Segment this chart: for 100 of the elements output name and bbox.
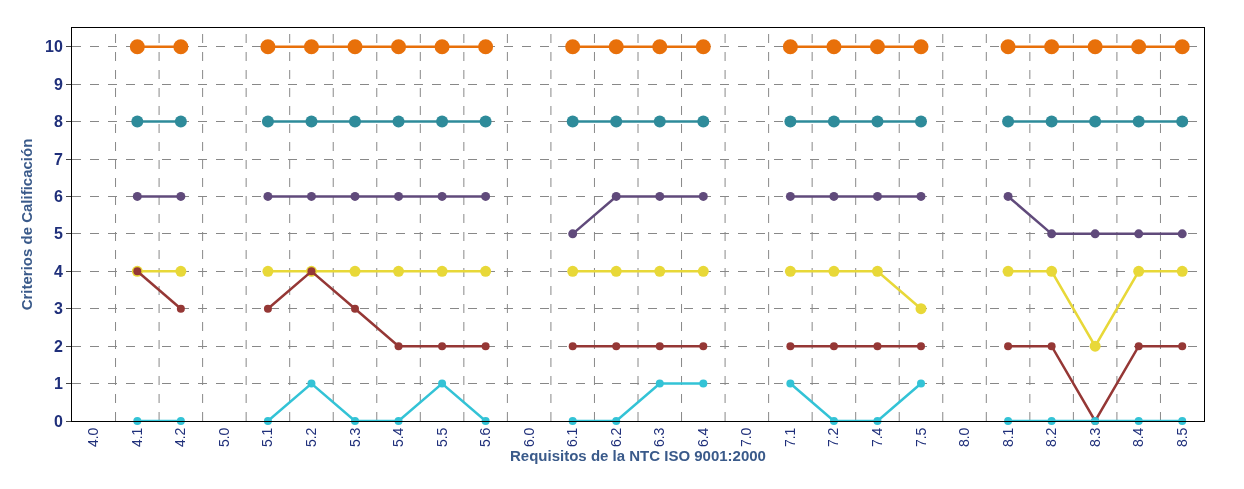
point [612,342,621,351]
point [260,39,276,55]
point [173,39,189,55]
x-tick-label: 6.3 [651,427,668,448]
point [175,265,187,277]
x-tick-label: 7.2 [825,427,842,448]
y-tick-label: 0 [53,412,63,430]
x-tick-label: 4.1 [128,427,145,448]
x-tick-label: 5.3 [346,427,363,448]
point [871,115,884,128]
y-tick-label: 10 [45,38,63,56]
x-tick-label: 5.5 [433,427,450,448]
x-axis-title: Requisitos de la NTC ISO 9001:2000 [510,447,766,465]
x-tick-label: 4.2 [172,427,189,448]
point [873,417,882,425]
point [393,265,405,277]
x-tick-label: 6.1 [564,427,581,448]
point [1090,229,1100,239]
point [1178,417,1187,425]
point [917,342,925,351]
point [176,191,186,201]
point [653,115,666,128]
point [827,115,840,128]
point [784,265,796,277]
point [306,191,316,201]
y-tick-label: 1 [53,375,63,393]
x-tick-label: 8.5 [1173,427,1190,448]
y-tick-label: 6 [53,188,63,206]
y-tick-label: 4 [53,262,63,280]
point [1000,39,1016,55]
y-tick-label: 5 [53,225,63,243]
point [699,342,708,351]
x-tick-label: 5.0 [215,427,232,448]
point [1004,342,1013,351]
point [132,191,142,201]
point [391,39,407,55]
x-tick-label: 5.1 [259,427,276,448]
point [1176,265,1188,277]
point [1047,342,1056,351]
point [392,115,405,128]
point [785,191,795,201]
point [479,115,492,128]
point [612,417,621,425]
point [829,191,839,201]
point [1134,342,1143,351]
point [567,265,579,277]
point [652,39,668,55]
point [566,115,579,128]
y-tick-label: 2 [53,337,63,355]
point [349,265,361,277]
point [608,39,624,55]
point [915,303,927,315]
point [478,39,494,55]
point [871,265,883,277]
point [610,265,622,277]
point [1047,229,1057,239]
point [1174,39,1190,55]
point [1087,39,1103,55]
point [782,39,798,55]
y-axis-title: Criterios de Calificación [18,138,35,311]
point [394,342,403,351]
x-tick-label: 5.2 [303,427,320,448]
point [261,115,274,128]
point [872,191,882,201]
point [1089,115,1102,128]
x-tick-label: 8.3 [1086,427,1103,448]
point [480,265,492,277]
point [176,304,185,313]
point [568,342,577,351]
point [1046,265,1058,277]
point [1002,265,1014,277]
point [437,191,447,201]
point [351,304,359,313]
point [916,191,926,201]
y-tick-label: 7 [53,150,63,168]
x-tick-label: 6.2 [607,427,624,448]
x-tick-label: 4.0 [85,427,102,448]
point [434,39,450,55]
point [481,417,490,425]
point [611,191,621,201]
point [131,115,144,128]
point [1089,340,1101,352]
point [698,191,708,201]
point [697,115,710,128]
point [349,115,361,128]
x-tick-label: 7.0 [738,427,755,448]
point [1044,39,1060,55]
x-tick-label: 5.4 [390,427,407,448]
x-tick-label: 6.0 [520,427,537,448]
point [826,39,842,55]
point [307,379,316,388]
point [655,342,664,351]
point [1045,115,1058,128]
point [1047,417,1056,425]
point [1176,115,1189,128]
point [915,115,927,128]
point [347,39,363,55]
point [262,265,274,277]
point [873,342,882,351]
point [786,342,795,351]
